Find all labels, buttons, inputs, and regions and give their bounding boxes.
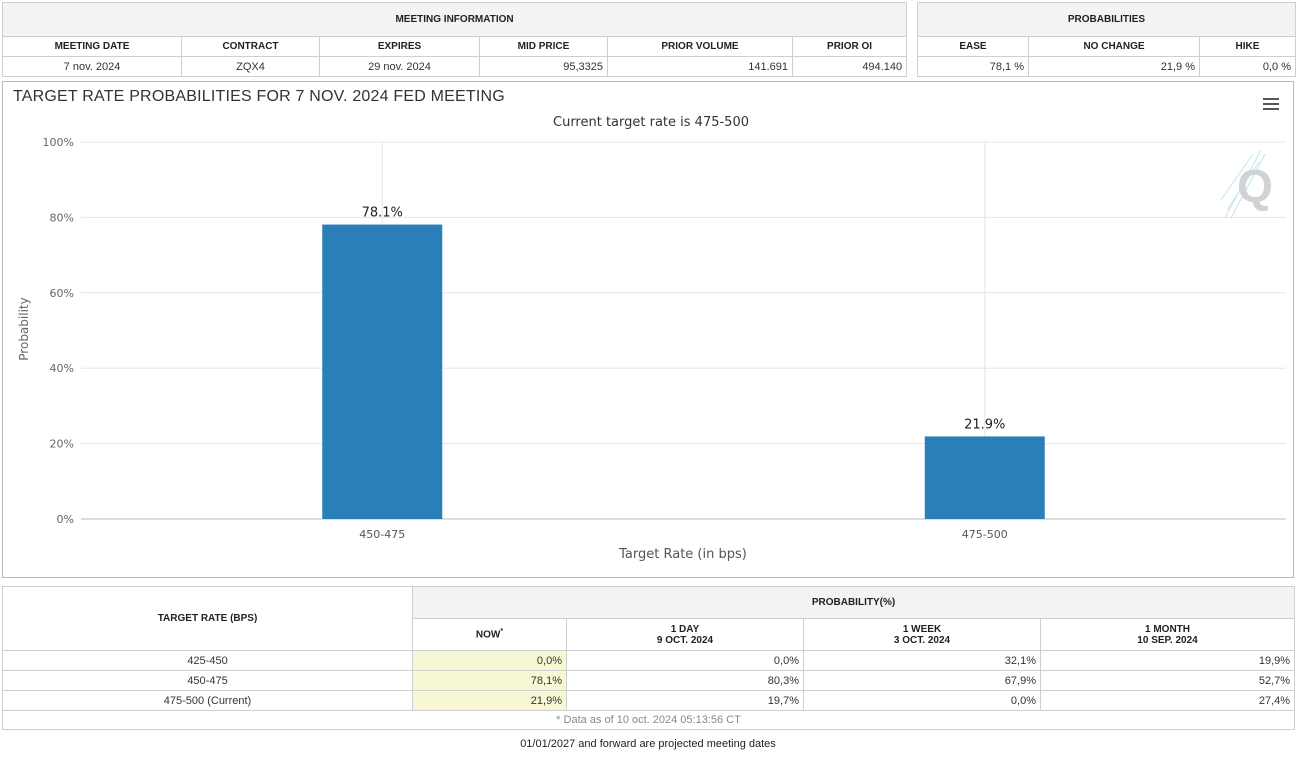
one-day-column-header: 1 DAY 9 OCT. 2024 <box>566 618 804 651</box>
now-label: NOW <box>475 629 501 641</box>
one-month-date: 10 SEP. 2024 <box>1137 634 1198 646</box>
hamburger-menu-icon[interactable] <box>1263 98 1279 110</box>
meeting-date-value: 7 nov. 2024 <box>2 56 182 77</box>
now-value: 21,9% <box>412 690 567 711</box>
one-day-value: 19,7% <box>566 690 804 711</box>
hike-header: HIKE <box>1199 36 1296 57</box>
bar-data-label: 21.9% <box>964 417 1005 432</box>
one-week-value: 0,0% <box>803 690 1041 711</box>
rate-label: 450-475 <box>2 670 413 691</box>
now-column-header: NOW* <box>412 618 567 651</box>
probability-header: PROBABILITY(%) <box>411 586 1296 619</box>
mid-price-value: 95,3325 <box>479 56 608 77</box>
one-week-column-header: 1 WEEK 3 OCT. 2024 <box>803 618 1041 651</box>
contract-header: CONTRACT <box>181 36 320 57</box>
chart-panel: Q 0% 20% 40% 60% 80% 100% 78.1% 450-475 21.9% 47… <box>2 81 1294 578</box>
data-timestamp-footnote: * Data as of 10 oct. 2024 05:13:56 CT <box>1 710 1296 730</box>
rate-label: 475-500 (Current) <box>2 690 413 711</box>
one-week-value: 67,9% <box>803 670 1041 691</box>
no-change-header: NO CHANGE <box>1028 36 1200 57</box>
q-logo-icon: Q <box>1220 149 1273 219</box>
y-axis-label: Probability <box>17 297 31 360</box>
one-month-value: 52,7% <box>1039 670 1296 691</box>
q-logo-letter: Q <box>1237 160 1273 212</box>
y-axis-ticks: 0% 20% 40% 60% 80% 100% <box>43 136 74 526</box>
now-value: 0,0% <box>412 650 567 671</box>
now-footnote-mark: * <box>500 628 504 636</box>
y-tick-label: 60% <box>50 287 74 300</box>
one-week-value: 32,1% <box>803 650 1041 671</box>
chart-title: TARGET RATE PROBABILITIES FOR 7 NOV. 202… <box>13 88 505 105</box>
y-tick-label: 0% <box>57 513 74 526</box>
one-day-value: 0,0% <box>566 650 804 671</box>
bar-450-475[interactable] <box>322 224 443 520</box>
x-axis-label: Target Rate (in bps) <box>618 547 747 562</box>
x-tick-label: 475-500 <box>962 528 1008 541</box>
probabilities-title: PROBABILITIES <box>917 2 1296 37</box>
y-tick-label: 80% <box>50 211 74 224</box>
ease-value: 78,1 % <box>917 56 1029 77</box>
one-day-date: 9 OCT. 2024 <box>656 634 714 646</box>
x-tick-label: 450-475 <box>359 528 405 541</box>
y-tick-label: 20% <box>50 438 74 451</box>
rate-label: 425-450 <box>2 650 413 671</box>
expires-header: EXPIRES <box>319 36 480 57</box>
mid-price-header: MID PRICE <box>479 36 608 57</box>
one-week-label: 1 WEEK <box>902 623 942 635</box>
meeting-information-title: MEETING INFORMATION <box>1 2 908 37</box>
one-week-date: 3 OCT. 2024 <box>893 634 951 646</box>
prior-oi-value: 494.140 <box>791 56 908 77</box>
one-month-label: 1 MONTH <box>1145 623 1191 635</box>
meeting-information-table: MEETING INFORMATION MEETING DATE CONTRAC… <box>1 2 908 77</box>
now-value: 78,1% <box>412 670 567 691</box>
bar-data-label: 78.1% <box>362 206 403 221</box>
expires-value: 29 nov. 2024 <box>319 56 480 77</box>
one-month-value: 19,9% <box>1039 650 1296 671</box>
table-row: 425-450 0,0% 0,0% 32,1% 19,9% <box>2 650 1296 671</box>
bars: 78.1% 450-475 21.9% 475-500 <box>322 206 1045 541</box>
table-row: 475-500 (Current) 21,9% 19,7% 0,0% 27,4% <box>2 690 1296 711</box>
one-day-value: 80,3% <box>566 670 804 691</box>
ease-header: EASE <box>917 36 1029 57</box>
one-month-value: 27,4% <box>1039 690 1296 711</box>
prior-volume-header: PRIOR VOLUME <box>607 36 793 57</box>
chart-subtitle: Current target rate is 475-500 <box>553 115 749 130</box>
prior-oi-header: PRIOR OI <box>791 36 908 57</box>
target-rate-probability-table: TARGET RATE (BPS) PROBABILITY(%) NOW* 1 … <box>1 586 1296 730</box>
one-month-column-header: 1 MONTH 10 SEP. 2024 <box>1039 618 1296 651</box>
contract-value: ZQX4 <box>181 56 320 77</box>
bar-475-500[interactable] <box>924 436 1045 519</box>
hike-value: 0,0 % <box>1199 56 1296 77</box>
meeting-date-header: MEETING DATE <box>2 36 182 57</box>
prior-volume-value: 141.691 <box>607 56 793 77</box>
probabilities-table: PROBABILITIES EASE NO CHANGE HIKE 78,1 %… <box>917 2 1296 77</box>
y-tick-label: 100% <box>43 136 74 149</box>
no-change-value: 21,9 % <box>1028 56 1200 77</box>
target-rate-header: TARGET RATE (BPS) <box>2 586 413 651</box>
grid-lines <box>81 141 1286 520</box>
y-tick-label: 40% <box>50 362 74 375</box>
projected-dates-note: 01/01/2027 and forward are projected mee… <box>520 738 776 750</box>
table-row: 450-475 78,1% 80,3% 67,9% 52,7% <box>2 670 1296 691</box>
bar-chart: Q 0% 20% 40% 60% 80% 100% 78.1% 450-475 21.9% 47… <box>17 115 1286 562</box>
one-day-label: 1 DAY <box>670 623 700 635</box>
